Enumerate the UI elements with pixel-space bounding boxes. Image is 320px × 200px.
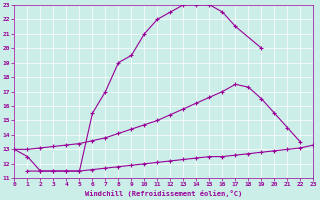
X-axis label: Windchill (Refroidissement éolien,°C): Windchill (Refroidissement éolien,°C) xyxy=(85,190,243,197)
